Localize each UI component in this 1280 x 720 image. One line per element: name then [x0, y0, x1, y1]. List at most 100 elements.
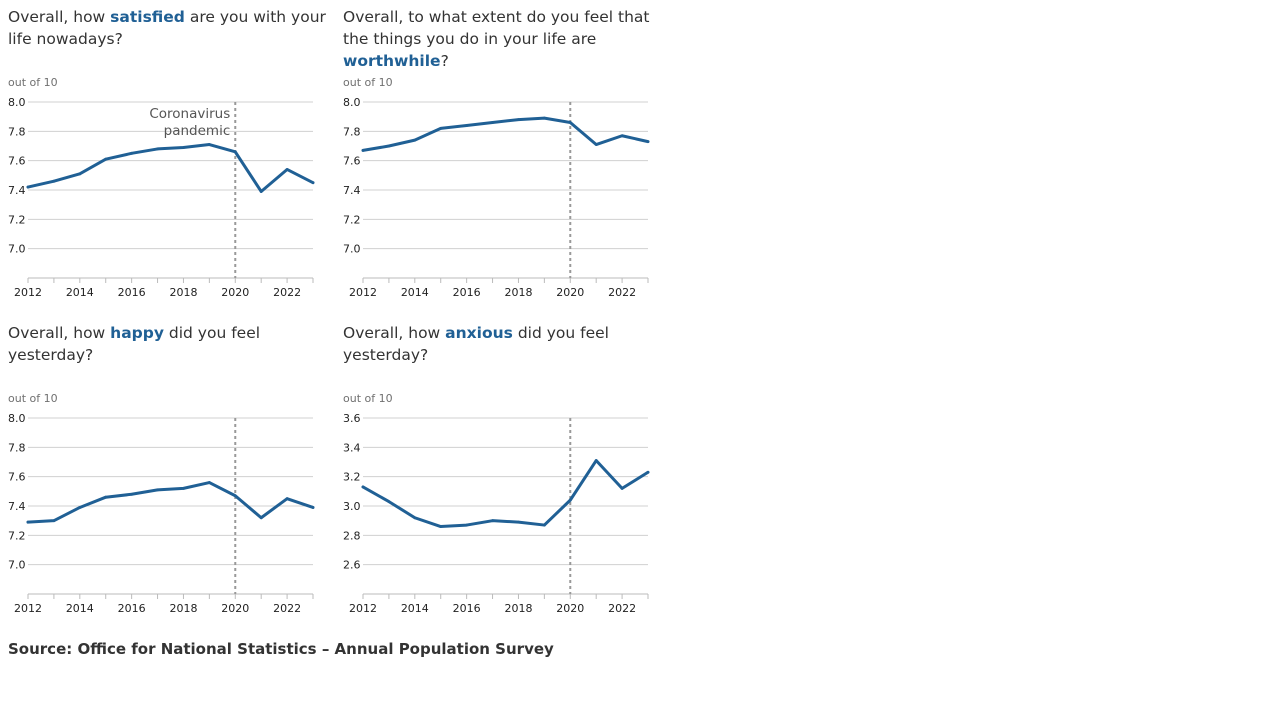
- data-point: [104, 157, 108, 161]
- series-line: [26, 481, 315, 524]
- y-tick-label: 3.4: [343, 441, 361, 454]
- y-tick-label: 7.2: [343, 213, 361, 226]
- data-point: [78, 506, 82, 509]
- line-chart-satisfied: 7.0 7.2 7.4 7.6 7.8 8.0 2012 2014 2016 2018 2020 20…: [8, 96, 315, 299]
- x-tick-label: 2020: [221, 286, 249, 299]
- chart-panel-worthwhile: Overall, to what extent do you feel that…: [343, 0, 673, 310]
- x-tick-label: 2020: [221, 602, 249, 615]
- series-line: [361, 116, 650, 152]
- x-tick-label: 2020: [556, 286, 584, 299]
- y-tick-label: 3.2: [343, 471, 361, 484]
- pandemic-annotation: pandemic: [164, 123, 231, 139]
- data-point: [542, 116, 546, 120]
- title-post: are you with your life nowadays?: [8, 8, 326, 48]
- x-tick-label: 2012: [349, 286, 377, 299]
- data-point: [646, 470, 650, 474]
- data-point: [517, 520, 520, 524]
- data-point: [233, 150, 237, 154]
- x-tick-label: 2014: [66, 602, 94, 615]
- series-line: [26, 143, 315, 193]
- x-tick-label: 2016: [453, 602, 481, 615]
- title-keyword: worthwhile: [343, 52, 441, 70]
- data-point: [130, 151, 134, 155]
- data-point: [568, 498, 572, 502]
- y-tick-label: 2.6: [343, 559, 361, 572]
- y-tick-label: 8.0: [8, 412, 26, 425]
- data-point: [156, 147, 159, 151]
- y-unit-label: out of 10: [343, 76, 393, 89]
- data-point: [387, 500, 391, 503]
- x-tick-label: 2022: [273, 602, 301, 615]
- title-pre: Overall, how: [343, 324, 446, 342]
- y-tick-label: 7.4: [8, 500, 26, 513]
- data-point: [439, 126, 443, 130]
- y-tick-label: 7.0: [8, 243, 26, 256]
- data-point: [78, 172, 82, 176]
- x-tick-label: 2012: [14, 602, 42, 615]
- line-chart-anxious: 2.6 2.8 3.0 3.2 3.4 3.6 2012 2014 2016 2018 2020 20…: [343, 412, 650, 615]
- y-tick-label: 7.2: [8, 213, 26, 226]
- data-point: [361, 485, 365, 489]
- y-tick-label: 7.2: [8, 529, 26, 542]
- y-tick-label: 3.6: [343, 412, 361, 425]
- y-tick-label: 3.0: [343, 500, 361, 513]
- y-tick-label: 7.8: [8, 125, 26, 138]
- chart-title: Overall, to what extent do you feel that…: [343, 6, 668, 72]
- chart-panel-anxious: Overall, how anxious did you feel yester…: [343, 316, 673, 626]
- x-tick-label: 2012: [349, 602, 377, 615]
- chart-title: Overall, how anxious did you feel yester…: [343, 322, 668, 366]
- x-tick-label: 2012: [14, 286, 42, 299]
- line-chart-worthwhile: 7.0 7.2 7.4 7.6 7.8 8.0 2012 2014 2016 2018 2020 20…: [343, 96, 650, 299]
- data-point: [311, 181, 315, 185]
- data-point: [387, 144, 391, 148]
- data-point: [182, 487, 185, 490]
- y-tick-label: 7.8: [343, 125, 361, 138]
- title-keyword: happy: [110, 324, 164, 342]
- data-point: [182, 146, 185, 149]
- data-point: [207, 481, 211, 484]
- data-point: [491, 121, 494, 124]
- data-point: [285, 168, 289, 171]
- x-tick-label: 2014: [66, 286, 94, 299]
- chart-title: Overall, how satisfied are you with your…: [8, 6, 333, 50]
- y-unit-label: out of 10: [8, 76, 58, 89]
- data-point: [285, 497, 289, 501]
- data-point: [259, 190, 263, 193]
- chart-panel-happy: Overall, how happy did you feel yesterda…: [8, 316, 338, 626]
- data-point: [311, 506, 315, 509]
- title-pre: Overall, to what extent do you feel that…: [343, 8, 650, 48]
- data-point: [413, 138, 417, 142]
- x-tick-label: 2020: [556, 602, 584, 615]
- data-point: [130, 492, 134, 496]
- x-tick-label: 2022: [608, 286, 636, 299]
- series-line: [361, 459, 650, 529]
- data-point: [259, 516, 263, 520]
- data-point: [646, 140, 650, 144]
- title-pre: Overall, how: [8, 324, 111, 342]
- data-point: [104, 495, 108, 499]
- x-tick-label: 2018: [169, 286, 197, 299]
- data-point: [52, 179, 56, 183]
- x-tick-label: 2014: [401, 286, 429, 299]
- data-point: [594, 143, 598, 146]
- data-point: [233, 494, 237, 498]
- x-tick-label: 2018: [169, 602, 197, 615]
- x-tick-label: 2016: [118, 602, 146, 615]
- y-tick-label: 7.0: [343, 243, 361, 256]
- title-keyword: satisfied: [110, 8, 185, 26]
- y-tick-label: 7.6: [343, 155, 361, 168]
- pandemic-annotation: Coronavirus: [149, 106, 230, 122]
- data-point: [413, 516, 417, 520]
- data-point: [52, 519, 56, 523]
- data-point: [594, 459, 598, 462]
- y-tick-label: 8.0: [8, 96, 26, 109]
- data-point: [620, 134, 624, 138]
- data-point: [517, 118, 520, 121]
- y-tick-label: 7.8: [8, 441, 26, 454]
- y-tick-label: 2.8: [343, 529, 361, 542]
- data-point: [465, 124, 469, 127]
- data-point: [207, 143, 211, 146]
- x-tick-label: 2018: [504, 602, 532, 615]
- data-point: [156, 488, 159, 492]
- chart-panel-satisfied: Overall, how satisfied are you with your…: [8, 0, 338, 310]
